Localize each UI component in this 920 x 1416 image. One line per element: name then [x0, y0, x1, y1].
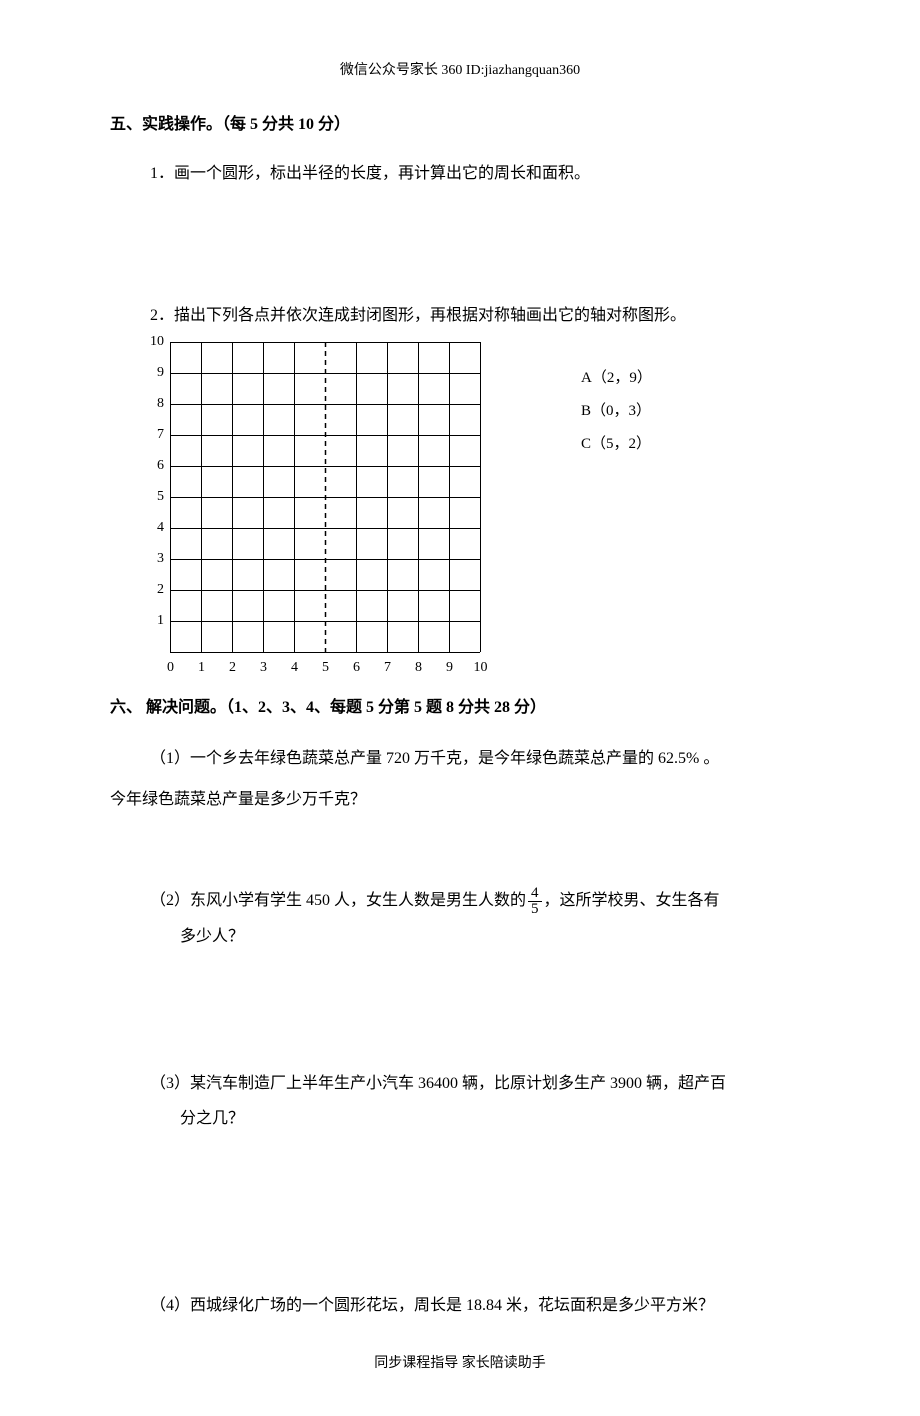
- s6-q3: （3）某汽车制造厂上半年生产小汽车 36400 辆，比原计划多生产 3900 辆…: [150, 1066, 810, 1136]
- frac-den: 5: [528, 902, 542, 917]
- s6-q1: （1）一个乡去年绿色蔬菜总产量 720 万千克，是今年绿色蔬菜总产量的 62.5…: [150, 741, 810, 776]
- s6-q1-line1: （1）一个乡去年绿色蔬菜总产量 720 万千克，是今年绿色蔬菜总产量的 62.5…: [150, 741, 810, 776]
- point-b: B（0，3）: [581, 395, 652, 428]
- workspace-s6-q3: [110, 1142, 810, 1282]
- s6-q4: （4）西城绿化广场的一个圆形花坛，周长是 18.84 米，花坛面积是多少平方米？: [150, 1288, 810, 1323]
- grid-svg: [170, 342, 481, 653]
- fraction-4-5: 45: [528, 886, 542, 917]
- workspace-s5-q1: [110, 200, 810, 300]
- page-header: 微信公众号家长 360 ID:jiazhangquan360: [110, 60, 810, 82]
- grid-container: 10987654321 012345678910: [150, 342, 511, 679]
- s6-q2-pre: （2）东风小学有学生 450 人，女生人数是男生人数的: [150, 892, 526, 909]
- grid-row: 10987654321 012345678910 A（2，9） B（0，3） C…: [150, 342, 810, 679]
- point-a: A（2，9）: [581, 362, 652, 395]
- section-6-title: 六、 解决问题。（1、2、3、4、每题 5 分第 5 题 8 分共 28 分）: [110, 695, 810, 721]
- s6-q2: （2）东风小学有学生 450 人，女生人数是男生人数的45，这所学校男、女生各有…: [150, 883, 810, 953]
- frac-num: 4: [528, 886, 542, 902]
- s6-q1-line2: 今年绿色蔬菜总产量是多少万千克？: [110, 782, 810, 817]
- workspace-s6-q2: [110, 960, 810, 1060]
- grid-svg-col: 012345678910: [170, 342, 511, 679]
- page-footer: 同步课程指导 家长陪读助手: [110, 1353, 810, 1375]
- s6-q2-post: ，这所学校男、女生各有: [544, 892, 720, 909]
- workspace-s6-q1: [110, 817, 810, 877]
- points-list: A（2，9） B（0，3） C（5，2）: [581, 362, 652, 461]
- x-axis-labels: 012345678910: [170, 657, 511, 679]
- s5-q2: 2．描出下列各点并依次连成封闭图形，再根据对称轴画出它的轴对称图形。: [150, 300, 810, 332]
- s5-q1: 1．画一个圆形，标出半径的长度，再计算出它的周长和面积。: [150, 158, 810, 190]
- y-axis-labels: 10987654321: [150, 342, 164, 652]
- section-5-title: 五、实践操作。（每 5 分共 10 分）: [110, 112, 810, 138]
- point-c: C（5，2）: [581, 428, 652, 461]
- s6-q2-line2: 多少人？: [180, 919, 810, 954]
- s6-q3-line2: 分之几？: [180, 1101, 810, 1136]
- s6-q3-line1: （3）某汽车制造厂上半年生产小汽车 36400 辆，比原计划多生产 3900 辆…: [150, 1066, 810, 1101]
